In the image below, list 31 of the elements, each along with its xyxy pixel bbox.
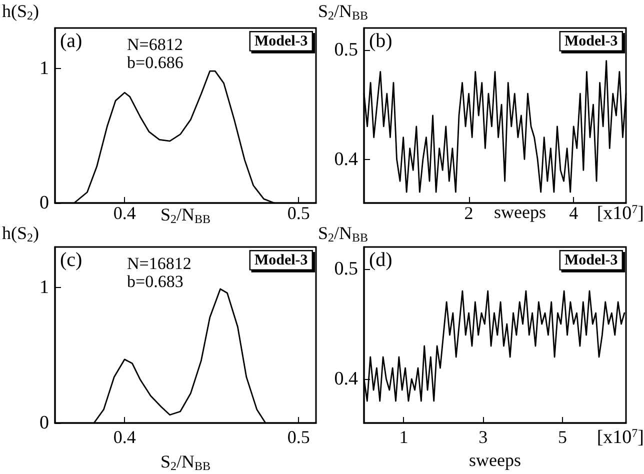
y-tick-label: 0 <box>40 192 49 214</box>
y-tick-label: 0 <box>40 412 49 434</box>
x-tick-label: 4 <box>569 203 578 223</box>
y-tick-label: 0.5 <box>334 258 358 280</box>
y-tick-label: 0.5 <box>334 39 358 60</box>
annotation: (d) <box>369 249 392 271</box>
annotation: (a) <box>60 30 82 52</box>
annotation: Model-3 <box>564 252 618 269</box>
y-tick-label: 1 <box>40 277 49 298</box>
annotation: Model-3 <box>254 252 308 269</box>
annotation: N=6812 <box>127 35 183 54</box>
annotation: N=16812 <box>127 254 192 273</box>
x-tick-label: 0.5 <box>287 203 310 223</box>
annotation: b=0.686 <box>127 53 184 72</box>
x-tick-label: 0.4 <box>113 203 136 223</box>
annotation: (c) <box>60 249 82 271</box>
x-tick-label: 0.5 <box>287 427 310 447</box>
x-tick-label: 3 <box>478 427 488 447</box>
y-tick-label: 1 <box>40 58 49 79</box>
x-tick-label: 2 <box>464 203 474 223</box>
annotation: b=0.683 <box>127 272 184 291</box>
y-tick-label: 0.4 <box>334 368 358 390</box>
annotation: Model-3 <box>254 34 308 50</box>
x-tick-label: 5 <box>558 427 567 447</box>
x-axis-title: sweeps <box>494 202 546 222</box>
annotation: (b) <box>369 30 392 52</box>
x-axis-title: sweeps <box>469 450 521 470</box>
x-tick-label: 0.4 <box>113 427 136 447</box>
annotation: Model-3 <box>564 34 618 50</box>
y-tick-label: 0.4 <box>334 148 358 170</box>
x-tick-label: 1 <box>399 427 408 447</box>
